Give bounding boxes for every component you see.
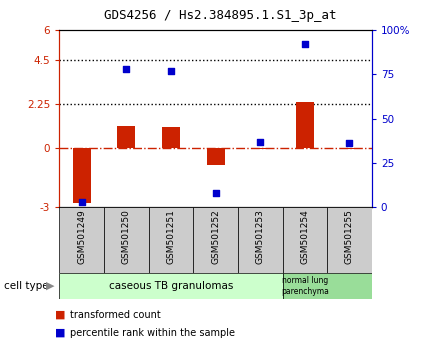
Bar	[327, 207, 372, 273]
Text: GSM501255: GSM501255	[345, 209, 354, 264]
Point	[123, 66, 130, 72]
Bar	[59, 273, 282, 299]
Text: GSM501252: GSM501252	[211, 209, 220, 264]
Text: GSM501249: GSM501249	[77, 209, 86, 264]
Bar	[296, 102, 314, 148]
Text: GSM501250: GSM501250	[122, 209, 131, 264]
Text: caseous TB granulomas: caseous TB granulomas	[109, 281, 233, 291]
Bar	[251, 148, 269, 149]
Bar	[207, 148, 224, 165]
Text: ■: ■	[55, 328, 66, 338]
Bar	[59, 207, 104, 273]
Bar	[162, 127, 180, 148]
Text: GSM501254: GSM501254	[301, 209, 309, 264]
Bar	[341, 148, 359, 149]
Text: percentile rank within the sample: percentile rank within the sample	[70, 328, 235, 338]
Text: GSM501253: GSM501253	[256, 209, 265, 264]
Bar	[282, 207, 327, 273]
Text: GDS4256 / Hs2.384895.1.S1_3p_at: GDS4256 / Hs2.384895.1.S1_3p_at	[104, 9, 336, 22]
Bar	[73, 148, 91, 203]
Bar	[238, 207, 282, 273]
Bar	[104, 207, 149, 273]
Text: ■: ■	[55, 310, 66, 320]
Text: ▶: ▶	[46, 281, 55, 291]
Point	[257, 139, 264, 144]
Text: transformed count: transformed count	[70, 310, 161, 320]
Text: normal lung
parenchyma: normal lung parenchyma	[281, 276, 329, 296]
Point	[346, 141, 353, 146]
Bar	[117, 126, 135, 148]
Bar	[193, 207, 238, 273]
Text: GSM501251: GSM501251	[166, 209, 176, 264]
Bar	[149, 207, 193, 273]
Point	[212, 190, 219, 196]
Point	[78, 199, 85, 205]
Point	[301, 41, 308, 47]
Text: cell type: cell type	[4, 281, 49, 291]
Bar	[282, 273, 372, 299]
Point	[168, 68, 175, 74]
